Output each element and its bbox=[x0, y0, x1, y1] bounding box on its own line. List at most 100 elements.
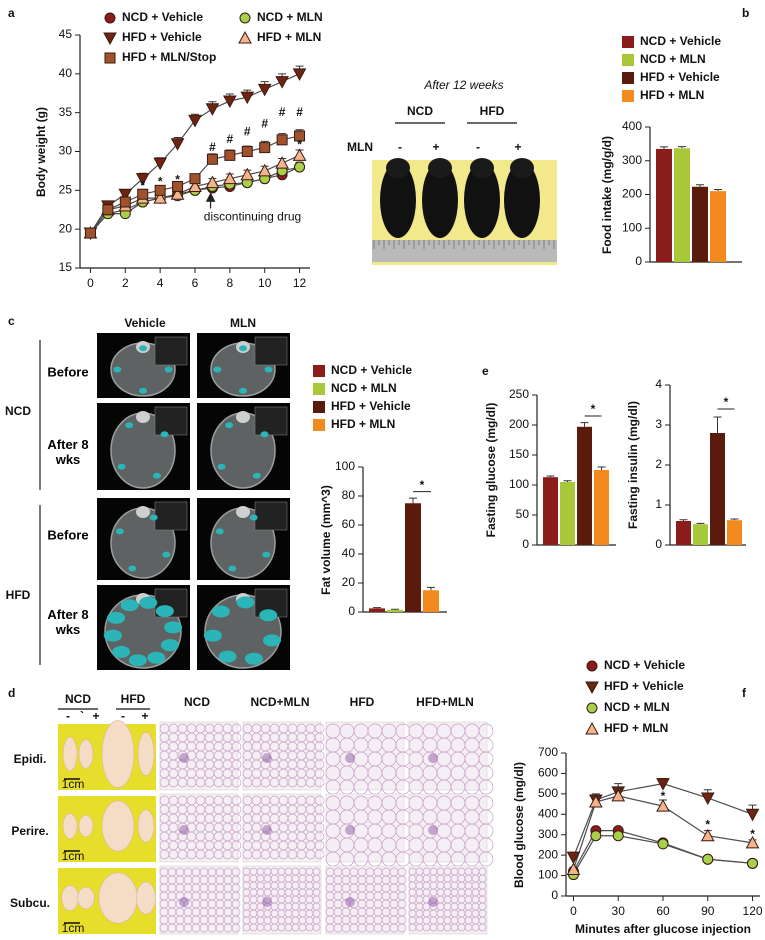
bar bbox=[693, 524, 708, 545]
ct-fat bbox=[139, 387, 147, 394]
ct-fat bbox=[213, 366, 222, 373]
histology bbox=[408, 721, 488, 791]
error-bar bbox=[730, 518, 739, 521]
y-tick-label: 300 bbox=[622, 153, 642, 167]
group-label: HFD bbox=[480, 104, 505, 118]
annotation: # bbox=[244, 124, 251, 138]
y-axis-title: Body weight (g) bbox=[34, 107, 48, 197]
marker bbox=[257, 163, 272, 177]
legend-label: HFD + Vehicle bbox=[122, 30, 202, 44]
marker bbox=[257, 83, 272, 97]
ct-fat bbox=[164, 621, 183, 634]
legend-swatch bbox=[313, 365, 325, 377]
sign-label: - bbox=[398, 140, 402, 154]
y-tick-label: 700 bbox=[538, 745, 558, 759]
error-bar bbox=[391, 608, 399, 610]
y-tick-label: 15 bbox=[59, 260, 73, 274]
legend-label: NCD + Vehicle bbox=[331, 363, 412, 377]
ct-info bbox=[154, 406, 188, 436]
marker bbox=[224, 149, 236, 161]
y-axis-title: Fasting glucose (mg/dl) bbox=[484, 403, 498, 538]
annotation: * bbox=[420, 478, 425, 492]
bar bbox=[577, 426, 592, 545]
x-tick-label: 4 bbox=[157, 276, 164, 290]
error-bar bbox=[546, 475, 555, 478]
marker bbox=[589, 794, 603, 808]
legend-marker bbox=[586, 660, 598, 672]
y-tick-label: 40 bbox=[342, 546, 356, 560]
legend-marker bbox=[104, 52, 116, 64]
ct-info bbox=[154, 336, 188, 366]
adipocyte bbox=[312, 923, 321, 932]
marker bbox=[566, 851, 581, 865]
marker bbox=[275, 156, 289, 169]
marker bbox=[292, 68, 307, 81]
x-tick-label: 90 bbox=[701, 904, 715, 918]
marker bbox=[747, 857, 759, 869]
row-label: After 8 wks bbox=[47, 607, 89, 637]
annotation: # bbox=[279, 105, 286, 119]
ct-fat bbox=[262, 634, 281, 647]
annotation: * bbox=[750, 827, 755, 841]
marker bbox=[170, 187, 185, 200]
sign-label: + bbox=[432, 140, 439, 154]
ct-fat bbox=[120, 599, 139, 612]
error-bar bbox=[660, 146, 668, 149]
x-tick-label: 30 bbox=[612, 904, 626, 918]
marker bbox=[702, 853, 714, 865]
row-label: Subcu. bbox=[10, 896, 50, 910]
panel-letter: d bbox=[8, 686, 15, 700]
ct-fat bbox=[244, 652, 263, 665]
bar bbox=[692, 186, 708, 262]
marker bbox=[189, 173, 201, 185]
error-bar bbox=[597, 466, 606, 470]
legend-marker bbox=[103, 32, 117, 46]
bar bbox=[710, 433, 725, 545]
ct-fat bbox=[236, 596, 255, 609]
stain bbox=[428, 753, 438, 763]
sign-label: + bbox=[92, 709, 99, 723]
fat-pad bbox=[77, 886, 95, 910]
stain bbox=[345, 897, 355, 907]
x-tick-label: 0 bbox=[570, 904, 577, 918]
marker bbox=[292, 148, 307, 161]
ct-fat bbox=[115, 528, 124, 535]
marker bbox=[745, 808, 760, 822]
panel-letter: f bbox=[742, 686, 747, 700]
sign-label: + bbox=[141, 709, 148, 723]
stain bbox=[262, 897, 272, 907]
marker bbox=[119, 196, 131, 208]
annotation: # bbox=[209, 140, 216, 154]
marker bbox=[206, 153, 218, 165]
error-bar bbox=[678, 146, 686, 149]
ct-fat bbox=[139, 345, 147, 352]
fat-pad bbox=[98, 872, 138, 924]
legend-swatch bbox=[622, 36, 634, 48]
error-bar bbox=[563, 480, 572, 482]
error-bar bbox=[713, 416, 722, 433]
annotation: * bbox=[724, 395, 729, 409]
adipocyte bbox=[231, 849, 242, 860]
stain bbox=[179, 753, 189, 763]
legend-swatch bbox=[622, 54, 634, 66]
ct-fat bbox=[155, 605, 174, 618]
y-axis-title: Fasting insulin (mg/dl) bbox=[626, 401, 640, 529]
y-tick-label: 0 bbox=[348, 604, 355, 618]
y-tick-label: 100 bbox=[509, 477, 529, 491]
y-tick-label: 100 bbox=[538, 868, 558, 882]
ct-fat bbox=[117, 463, 126, 470]
column-label: MLN bbox=[230, 316, 256, 330]
y-tick-label: 60 bbox=[342, 517, 356, 531]
marker bbox=[590, 830, 602, 842]
y-tick-label: 35 bbox=[59, 105, 73, 119]
legend-label: HFD + MLN bbox=[604, 721, 668, 735]
stain bbox=[262, 753, 272, 763]
series-line bbox=[572, 783, 753, 858]
ct-fat bbox=[107, 611, 126, 624]
histology bbox=[408, 793, 488, 863]
y-axis-title: Blood glucose (mg/dl) bbox=[512, 762, 526, 888]
series-line bbox=[572, 835, 753, 875]
annotation: discontinuing drug bbox=[204, 210, 301, 224]
ruler bbox=[372, 240, 557, 262]
y-tick-label: 3 bbox=[655, 417, 662, 431]
